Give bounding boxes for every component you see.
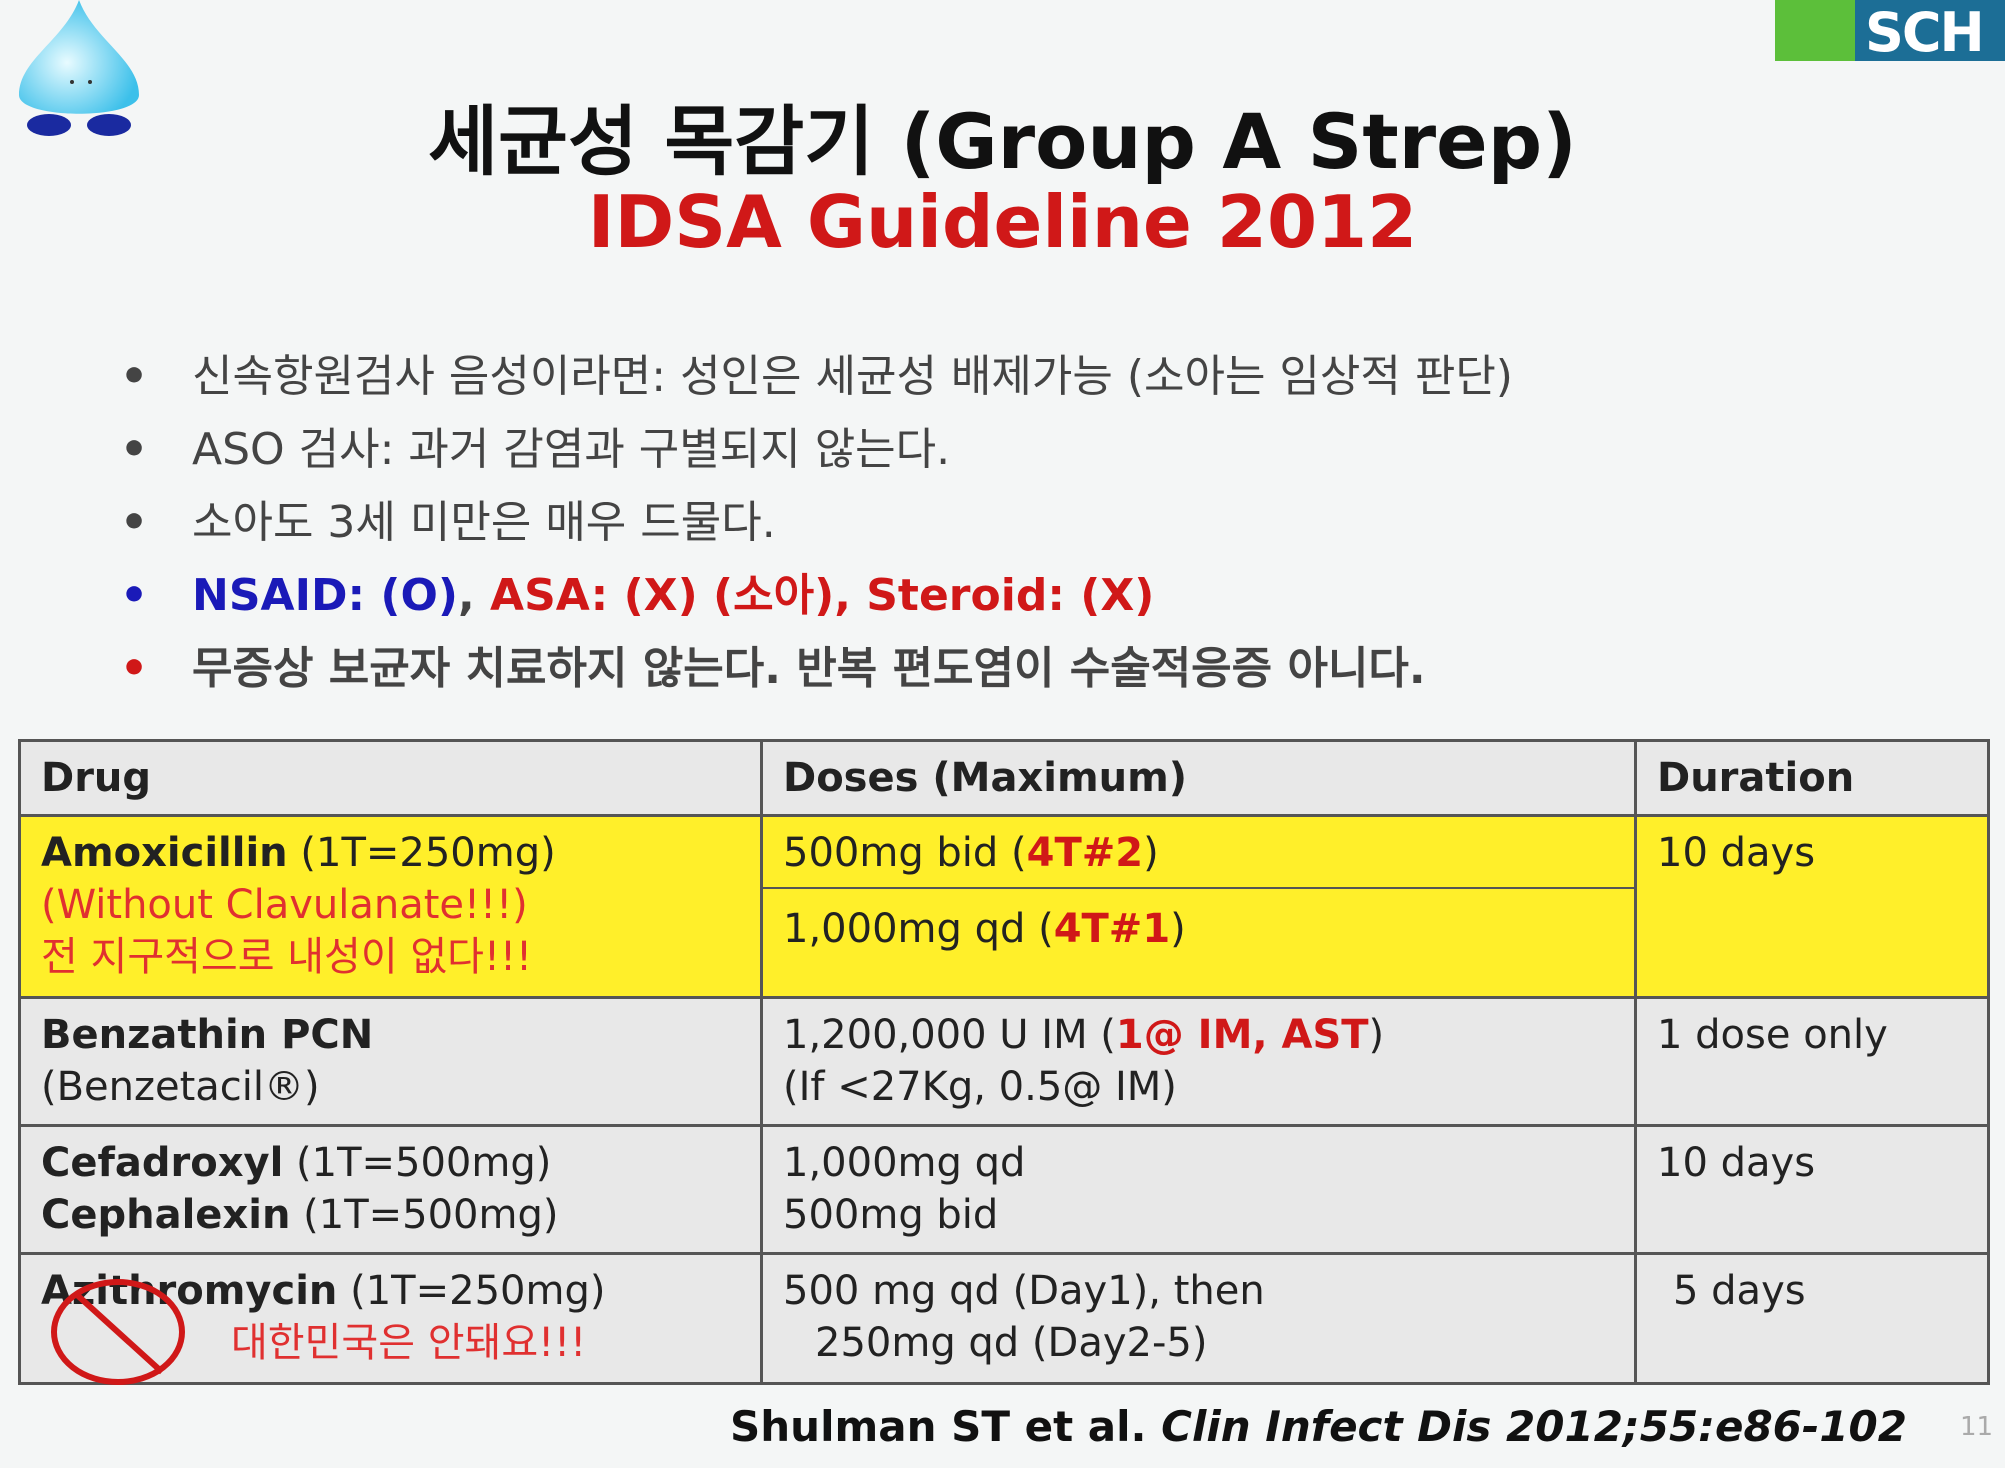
bullet-item: • 신속항원검사 음성이라면: 성인은 세균성 배제가능 (소아는 임상적 판단)	[120, 351, 1513, 402]
sch-logo: SCH	[1775, 0, 2005, 61]
table-header: Drug Doses (Maximum) Duration	[18, 739, 1990, 817]
prohibited-icon	[51, 1279, 185, 1385]
slide-title: 세균성 목감기 (Group A Strep)	[428, 97, 1577, 186]
bullet-item: • 무증상 보균자 치료하지 않는다. 반복 편도염이 수술적응증 아니다.	[120, 643, 1426, 694]
bullet-item: • ASO 검사: 과거 감염과 구별되지 않는다.	[120, 424, 951, 475]
bullet-item: • NSAID: (O), ASA: (X) (소아), Steroid: (X)	[120, 570, 1155, 621]
table-row: Azithromycin (1T=250mg) 대한민국은 안돼요!!! 500 …	[18, 1252, 1990, 1385]
bullet-item: • 소아도 3세 미만은 매우 드물다.	[120, 497, 776, 548]
table-row: Cefadroxyl (1T=500mg) Cephalexin (1T=500m…	[18, 1124, 1990, 1255]
slide-subtitle: IDSA Guideline 2012	[587, 180, 1418, 264]
drug-table: Drug Doses (Maximum) Duration Amoxicilli…	[18, 739, 1990, 1385]
citation: Shulman ST et al. Clin Infect Dis 2012;5…	[730, 1402, 1907, 1451]
table-row: Benzathin PCN (Benzetacil®) 1,200,000 U I…	[18, 996, 1990, 1127]
page-number: 11	[1960, 1412, 1994, 1442]
table-row: Amoxicillin (1T=250mg) (Without Clavulana…	[18, 814, 1990, 999]
water-drop-mascot-icon	[19, 0, 139, 136]
bullet-list: • 신속항원검사 음성이라면: 성인은 세균성 배제가능 (소아는 임상적 판단)…	[120, 350, 1513, 715]
